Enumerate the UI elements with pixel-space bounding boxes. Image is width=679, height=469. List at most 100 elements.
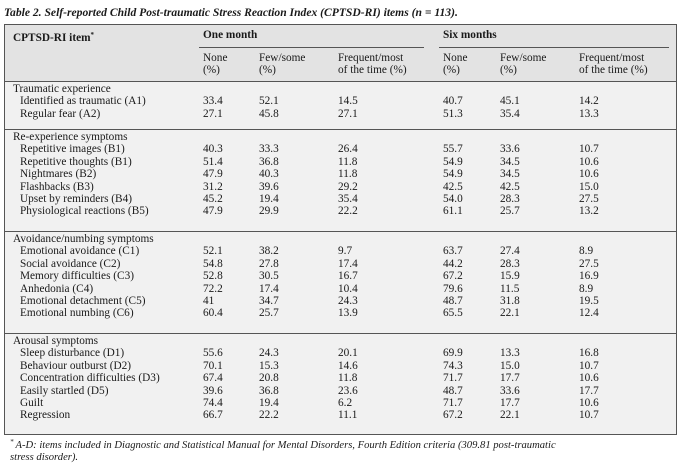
row-label: Guilt — [20, 397, 44, 409]
row-value: 28.3 — [500, 257, 520, 270]
section-title: Re-experience symptoms — [13, 131, 128, 143]
row-label: Behaviour outburst (D2) — [20, 359, 132, 372]
row-label: Memory difficulties (C3) — [20, 270, 134, 283]
row-value: 48.7 — [443, 384, 463, 397]
footnote-text-1: A-D: items included in Diagnostic and St… — [15, 440, 556, 451]
row-label: Emotional numbing (C6) — [20, 307, 134, 320]
row-value: 67.4 — [203, 372, 223, 385]
row-value: 74.3 — [443, 359, 463, 372]
row-label: Regression — [20, 409, 71, 422]
row-value: 44.2 — [443, 257, 463, 270]
table-footnote: * A-D: items included in Diagnostic and S… — [10, 436, 670, 464]
row-value: 27.8 — [259, 257, 279, 270]
row-value: 10.6 — [579, 155, 599, 168]
row-label: Physiological reactions (B5) — [20, 205, 149, 218]
row-value: 17.7 — [579, 384, 599, 397]
row-value: 65.5 — [443, 307, 463, 320]
section-divider — [5, 333, 676, 334]
row-label: Sleep disturbance (D1) — [20, 347, 125, 360]
row-value: 39.6 — [259, 180, 279, 193]
table-caption: Table 2. Self-reported Child Post-trauma… — [4, 6, 458, 19]
row-value: 11.1 — [338, 409, 358, 422]
row-value: 41 — [203, 295, 215, 307]
footnote-line-2: stress disorder). — [10, 452, 79, 463]
row-value: 74.4 — [203, 397, 223, 409]
row-label: Easily startled (D5) — [20, 384, 109, 397]
row-value: 24.3 — [259, 347, 279, 360]
row-value: 27.5 — [579, 193, 599, 205]
row-value: 31.2 — [203, 180, 223, 193]
row-value: 55.7 — [443, 143, 463, 156]
row-value: 40.7 — [443, 95, 463, 108]
header-frequent-1: Frequent/most of the time (%) — [338, 52, 407, 76]
row-value: 71.7 — [443, 397, 463, 409]
row-label: Upset by reminders (B4) — [20, 193, 133, 205]
row-value: 36.8 — [259, 155, 279, 168]
footnote-mark: * — [10, 438, 14, 446]
row-value: 14.5 — [338, 95, 358, 108]
header-footnote-mark: * — [90, 31, 95, 39]
row-value: 34.7 — [259, 295, 279, 307]
header-few-label: Few/some — [500, 52, 547, 64]
row-value: 26.4 — [338, 143, 358, 156]
row-value: 6.2 — [338, 397, 353, 409]
row-value: 39.6 — [203, 384, 223, 397]
row-value: 54.9 — [443, 168, 463, 181]
section-divider — [5, 231, 676, 232]
row-label: Flashbacks (B3) — [20, 180, 94, 193]
row-value: 47.9 — [203, 168, 223, 181]
row-value: 25.7 — [500, 205, 520, 218]
row-value: 70.1 — [203, 359, 223, 372]
row-value: 42.5 — [500, 180, 520, 193]
row-value: 10.6 — [579, 372, 599, 385]
row-value: 54.9 — [443, 155, 463, 168]
row-value: 48.7 — [443, 295, 463, 307]
row-value: 16.8 — [579, 347, 599, 360]
header-six-months: Six months — [443, 29, 497, 41]
row-value: 52.1 — [259, 95, 279, 108]
row-value: 30.5 — [259, 270, 279, 283]
row-value: 14.6 — [338, 359, 358, 372]
row-value: 42.5 — [443, 180, 463, 193]
row-value: 19.5 — [579, 295, 599, 307]
header-frequent-2: Frequent/most of the time (%) — [579, 52, 648, 76]
section-divider — [5, 129, 676, 130]
header-few-unit: (%) — [500, 64, 517, 77]
row-value: 8.9 — [579, 245, 594, 258]
row-value: 36.8 — [259, 384, 279, 397]
row-value: 34.5 — [500, 168, 520, 181]
row-value: 19.4 — [259, 193, 279, 205]
row-value: 63.7 — [443, 245, 463, 258]
row-value: 15.9 — [500, 270, 520, 283]
row-value: 40.3 — [259, 168, 279, 181]
row-value: 33.6 — [500, 143, 520, 156]
row-value: 35.4 — [500, 107, 520, 120]
header-none-label: None — [203, 52, 228, 64]
row-value: 19.4 — [259, 397, 279, 409]
row-value: 27.1 — [203, 107, 223, 120]
row-value: 52.8 — [203, 270, 223, 283]
row-value: 33.6 — [500, 384, 520, 397]
header-few-unit: (%) — [259, 64, 276, 77]
row-value: 22.2 — [338, 205, 358, 218]
row-label: Emotional detachment (C5) — [20, 295, 146, 307]
row-value: 45.1 — [500, 95, 520, 108]
row-value: 15.3 — [259, 359, 279, 372]
row-label: Regular fear (A2) — [20, 107, 101, 120]
header-few-2: Few/some (%) — [500, 52, 546, 76]
row-value: 13.9 — [338, 307, 358, 320]
row-value: 20.1 — [338, 347, 358, 360]
row-value: 29.2 — [338, 180, 358, 193]
header-few-label: Few/some — [259, 52, 306, 64]
header-item-column: CPTSD-RI item* — [13, 29, 94, 44]
row-value: 29.9 — [259, 205, 279, 218]
row-value: 35.4 — [338, 193, 358, 205]
row-value: 72.2 — [203, 282, 223, 295]
row-value: 52.1 — [203, 245, 223, 258]
header-frequent-unit: of the time (%) — [338, 64, 407, 77]
row-value: 20.8 — [259, 372, 279, 385]
header-none-1: None (%) — [203, 52, 227, 76]
header-frequent-unit: of the time (%) — [579, 64, 648, 77]
row-value: 8.9 — [579, 282, 594, 295]
row-label: Repetitive images (B1) — [20, 143, 125, 156]
